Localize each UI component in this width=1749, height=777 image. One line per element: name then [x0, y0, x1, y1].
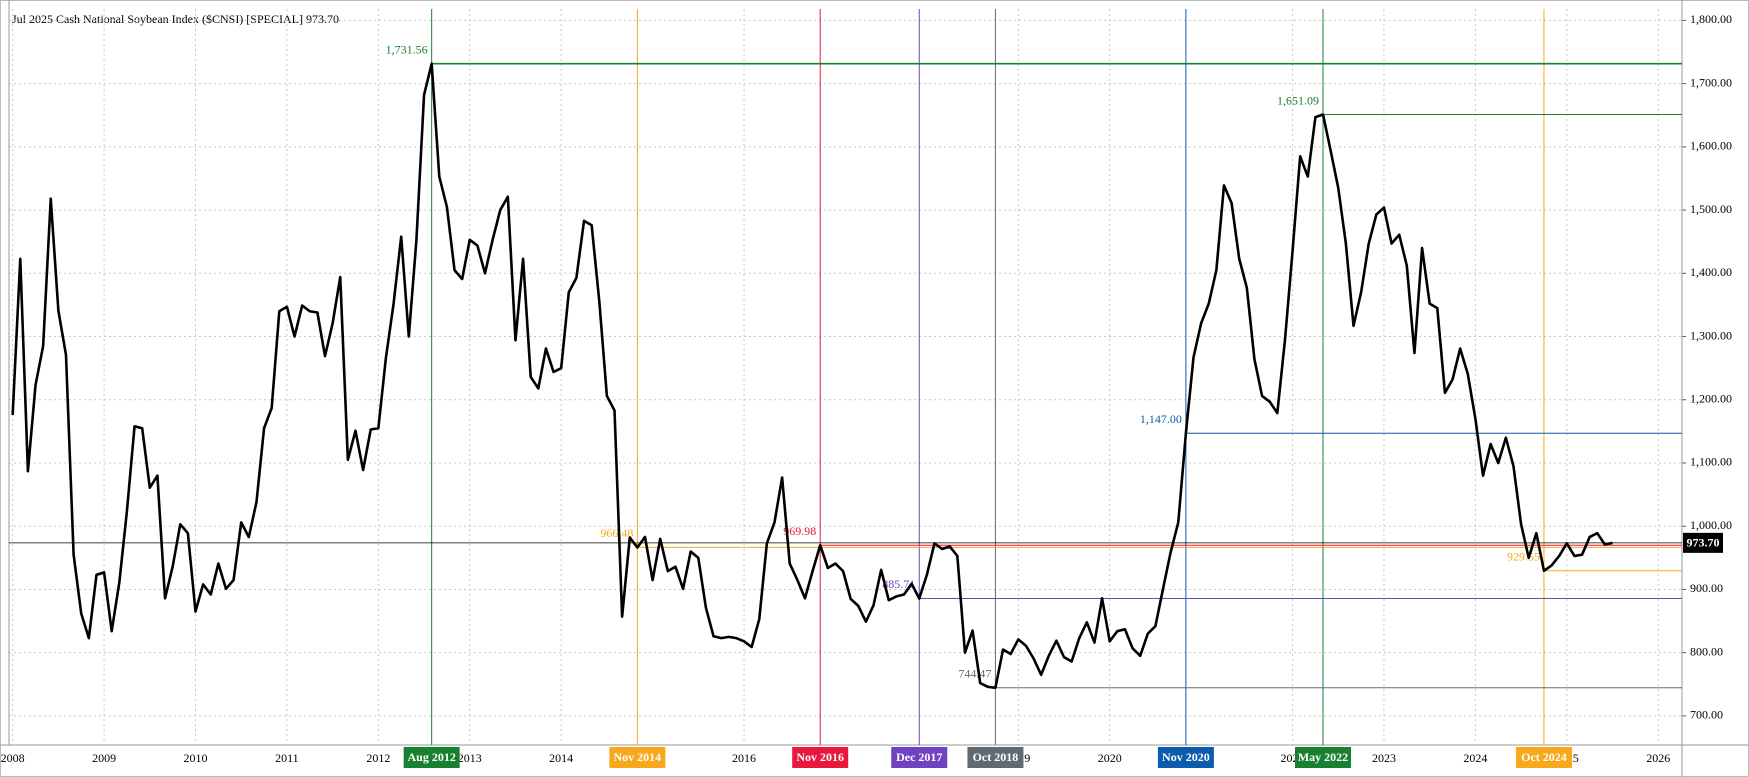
marker-label: Nov 2014 — [614, 750, 662, 764]
marker-label: Dec 2017 — [896, 750, 942, 764]
marker-label: Aug 2012 — [407, 750, 455, 764]
level-label: 929.55 — [1507, 550, 1540, 564]
marker-label: May 2022 — [1298, 750, 1348, 764]
x-tick-label: 2023 — [1372, 751, 1396, 765]
level-label: 885.71 — [882, 577, 915, 591]
y-tick-label: 1,100.00 — [1690, 455, 1732, 469]
level-label: 1,147.00 — [1140, 412, 1182, 426]
x-tick-label: 2026 — [1646, 751, 1670, 765]
marker-box — [403, 747, 460, 768]
y-tick-label: 1,000.00 — [1690, 518, 1732, 532]
level-label: 1,731.56 — [386, 42, 428, 56]
x-tick-label: 2009 — [92, 751, 116, 765]
y-tick-label: 1,400.00 — [1690, 265, 1732, 279]
x-tick-label: 2014 — [549, 751, 573, 765]
marker-box — [1295, 747, 1352, 768]
price-line — [11, 62, 1613, 690]
x-tick-label: 2012 — [366, 751, 390, 765]
x-tick-label: 2008 — [1, 751, 25, 765]
x-tick-label: 2010 — [183, 751, 207, 765]
chart-title: Jul 2025 Cash National Soybean Index ($C… — [12, 12, 339, 26]
x-tick-label: 2013 — [458, 751, 482, 765]
marker-box — [891, 747, 948, 768]
y-tick-label: 1,500.00 — [1690, 202, 1732, 216]
x-tick-label: 2024 — [1463, 751, 1487, 765]
level-label: 744.47 — [958, 667, 991, 681]
x-tick-label: 2020 — [1098, 751, 1122, 765]
x-tick-label: 2011 — [275, 751, 299, 765]
marker-label: Oct 2024 — [1521, 750, 1567, 764]
level-label: 966.48 — [600, 526, 633, 540]
marker-box — [1515, 747, 1572, 768]
marker-box — [609, 747, 666, 768]
marker-box — [967, 747, 1024, 768]
marker-box — [1157, 747, 1214, 768]
y-tick-label: 1,700.00 — [1690, 75, 1732, 89]
marker-label: Oct 2018 — [973, 750, 1019, 764]
y-tick-label: 1,300.00 — [1690, 328, 1732, 342]
y-tick-label: 900.00 — [1690, 581, 1723, 595]
level-label: 1,651.09 — [1277, 93, 1319, 107]
marker-label: Nov 2020 — [1162, 750, 1210, 764]
y-tick-label: 1,200.00 — [1690, 392, 1732, 406]
y-tick-label: 800.00 — [1690, 644, 1723, 658]
x-tick-label: 2016 — [732, 751, 756, 765]
last-value-label: 973.70 — [1687, 536, 1720, 550]
level-label: 969.98 — [783, 524, 816, 538]
y-tick-label: 700.00 — [1690, 708, 1723, 722]
y-tick-label: 1,600.00 — [1690, 139, 1732, 153]
marker-box — [792, 747, 849, 768]
marker-label: Nov 2016 — [796, 750, 844, 764]
y-tick-label: 1,800.00 — [1690, 12, 1732, 26]
last-value-box — [1683, 532, 1723, 553]
